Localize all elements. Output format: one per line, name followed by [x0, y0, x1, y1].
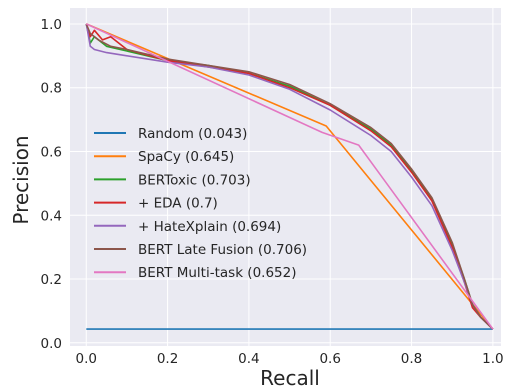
- x-axis-label: Recall: [260, 366, 320, 389]
- series-line-6: [85, 23, 494, 330]
- legend-label: SpaCy (0.645): [138, 149, 234, 165]
- legend-label: BERT Late Fusion (0.706): [138, 242, 307, 258]
- legend-label: + EDA (0.7): [138, 196, 218, 212]
- y-tick-label: 0.2: [41, 272, 62, 288]
- legend: Random (0.043) SpaCy (0.645) BERToxic (0.7…: [94, 126, 307, 281]
- tick-labels: 0.0 0.2 0.4 0.6 0.8 1.0 0.0 0.2 0.4 0.6 0.8 1.0: [41, 17, 504, 367]
- y-tick-label: 0.4: [41, 208, 62, 224]
- x-tick-label: 0.0: [76, 351, 97, 367]
- plot-area: [70, 8, 501, 346]
- series-line-7: [85, 23, 494, 330]
- x-tick-label: 1.0: [482, 351, 503, 367]
- x-tick-label: 0.6: [319, 351, 340, 367]
- legend-label: BERToxic (0.703): [138, 172, 251, 188]
- y-tick-label: 1.0: [41, 17, 62, 33]
- y-tick-label: 0.6: [41, 144, 62, 160]
- legend-label: + HateXplain (0.694): [138, 219, 281, 235]
- x-tick-label: 0.4: [238, 351, 259, 367]
- y-tick-label: 0.8: [41, 81, 62, 97]
- series-line-5: [85, 23, 494, 330]
- legend-label: Random (0.043): [138, 126, 247, 142]
- x-tick-label: 0.2: [157, 351, 178, 367]
- x-tick-label: 0.8: [401, 351, 422, 367]
- y-tick-label: 0.0: [41, 336, 62, 352]
- legend-label: BERT Multi-task (0.652): [138, 265, 297, 281]
- y-axis-label: Precision: [9, 135, 33, 224]
- series-lines: [85, 23, 494, 330]
